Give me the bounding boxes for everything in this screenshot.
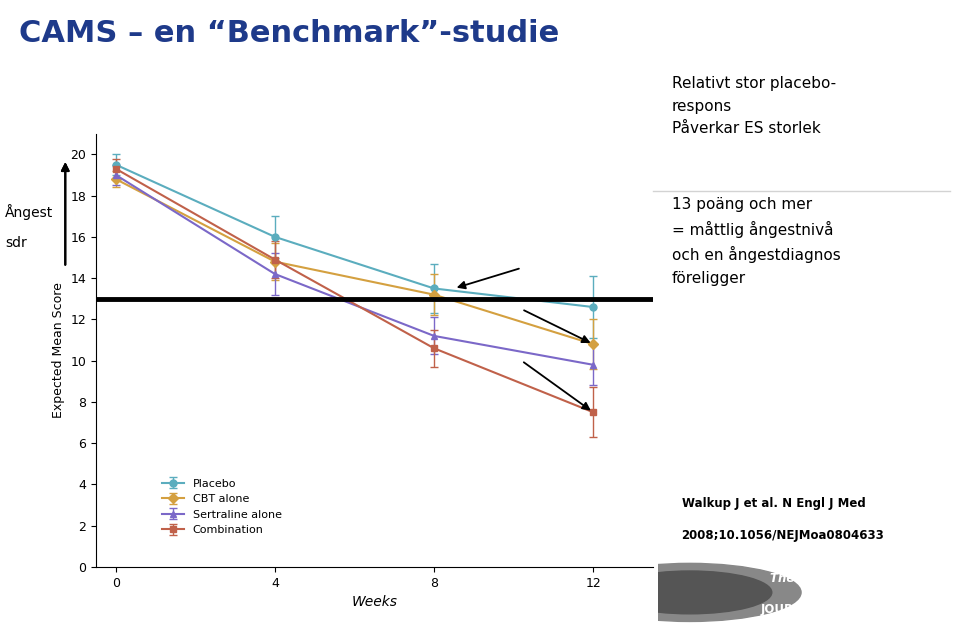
Text: Ångest: Ångest: [5, 204, 53, 220]
Text: 13 poäng och mer
= måttlig ångestnivå
och en ångestdiagnos
föreligger: 13 poäng och mer = måttlig ångestnivå oc…: [672, 197, 841, 285]
Text: sdr: sdr: [5, 236, 27, 250]
Text: 2008;10.1056/NEJMoa0804633: 2008;10.1056/NEJMoa0804633: [682, 529, 884, 541]
Text: JOURNAL of MEDICINE: JOURNAL of MEDICINE: [760, 603, 906, 616]
Legend: Placebo, CBT alone, Sertraline alone, Combination: Placebo, CBT alone, Sertraline alone, Co…: [157, 474, 286, 540]
X-axis label: Weeks: Weeks: [351, 595, 397, 609]
Y-axis label: Expected Mean Score: Expected Mean Score: [52, 282, 65, 419]
Circle shape: [608, 571, 772, 614]
Text: Relativt stor placebo-
respons
Påverkar ES storlek: Relativt stor placebo- respons Påverkar …: [672, 76, 836, 136]
Circle shape: [579, 563, 801, 622]
Text: The NEW ENGLAND: The NEW ENGLAND: [770, 572, 897, 585]
Text: CAMS – en “Benchmark”-studie: CAMS – en “Benchmark”-studie: [19, 19, 560, 48]
Text: Walkup J et al. N Engl J Med: Walkup J et al. N Engl J Med: [682, 497, 865, 510]
